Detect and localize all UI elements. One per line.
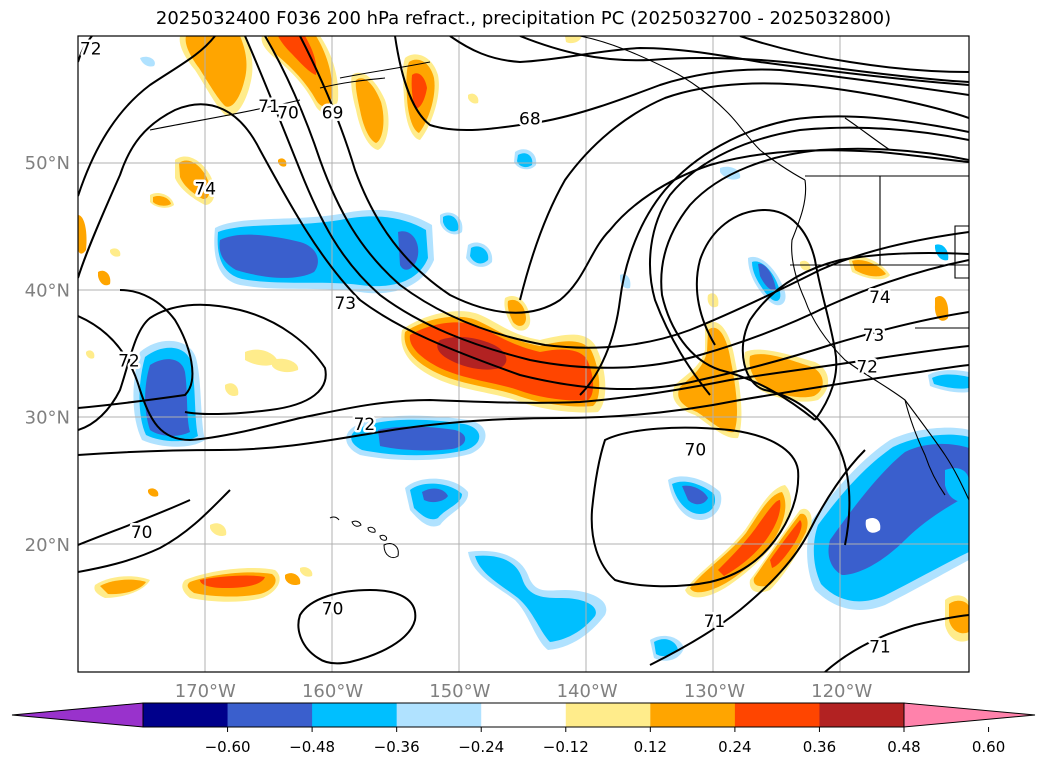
contour-label: 72 — [354, 415, 376, 435]
contour-label: 72 — [118, 351, 140, 371]
lat-label: 20°N — [25, 535, 70, 556]
colorbar-tick-label: 0.60 — [972, 738, 1005, 756]
colorbar-tick-label: 0.36 — [803, 738, 836, 756]
contour-label: 71 — [258, 97, 280, 117]
colorbar-tick-label: −0.48 — [289, 738, 335, 756]
colorbar-extend-high — [903, 702, 1036, 728]
contour-label: 73 — [863, 326, 885, 346]
map-frame — [77, 35, 970, 673]
colorbar-extend-low — [11, 702, 144, 728]
colorbar-tick-label: −0.24 — [458, 738, 504, 756]
colorbar-tick-label: −0.60 — [205, 738, 251, 756]
colorbar-segment — [312, 703, 398, 727]
lon-label: 130°W — [684, 681, 745, 702]
coastlines — [149, 36, 969, 501]
colorbar-tick-label: 0.12 — [634, 738, 667, 756]
colorbar-tick-label: −0.36 — [374, 738, 420, 756]
lat-label: 40°N — [25, 280, 70, 301]
contour-label: 72 — [80, 40, 102, 60]
colorbar-tick-label: −0.12 — [543, 738, 589, 756]
contour-label: 70 — [685, 440, 707, 460]
shading-layer — [78, 36, 969, 661]
colorbar-outline — [142, 702, 905, 728]
contour-label: 70 — [277, 103, 299, 123]
contour-label: 74 — [194, 180, 216, 200]
lon-label: 120°W — [811, 681, 872, 702]
lon-label: 150°W — [429, 681, 490, 702]
contour-label: 70 — [322, 599, 344, 619]
gridlines — [78, 36, 969, 672]
colorbar-segment — [819, 703, 905, 727]
map-title: 2025032400 F036 200 hPa refract., precip… — [155, 8, 892, 29]
colorbar-tick-label: 0.24 — [718, 738, 751, 756]
colorbar-tick-label: 0.48 — [887, 738, 920, 756]
latitude-labels: 50°N 40°N 30°N 20°N — [25, 153, 70, 556]
contour-label: 72 — [856, 358, 878, 378]
lon-label: 170°W — [175, 681, 236, 702]
lon-label: 140°W — [557, 681, 618, 702]
hawaii-islands — [329, 516, 399, 559]
contour-label: 71 — [704, 612, 726, 632]
colorbar-segment — [143, 703, 229, 727]
colorbar-segment — [565, 703, 651, 727]
colorbar-segment — [481, 703, 567, 727]
contour-label: 68 — [519, 110, 541, 130]
colorbar: −0.60 −0.48 −0.36 −0.24 −0.12 0.12 0.24 0.36 0.4… — [11, 702, 1036, 756]
lon-label: 160°W — [302, 681, 363, 702]
contour-label: 73 — [334, 294, 356, 314]
colorbar-segment — [734, 703, 820, 727]
colorbar-segment — [227, 703, 313, 727]
colorbar-segment — [396, 703, 482, 727]
refractivity-contours — [78, 36, 969, 672]
lat-label: 50°N — [25, 153, 70, 174]
contour-label: 70 — [131, 523, 153, 543]
longitude-labels: 170°W 160°W 150°W 140°W 130°W 120°W — [175, 681, 873, 702]
contour-label: 69 — [322, 103, 344, 123]
contour-label: 74 — [869, 288, 891, 308]
lat-label: 30°N — [25, 408, 70, 429]
contour-label: 71 — [869, 638, 891, 658]
colorbar-segment — [650, 703, 736, 727]
